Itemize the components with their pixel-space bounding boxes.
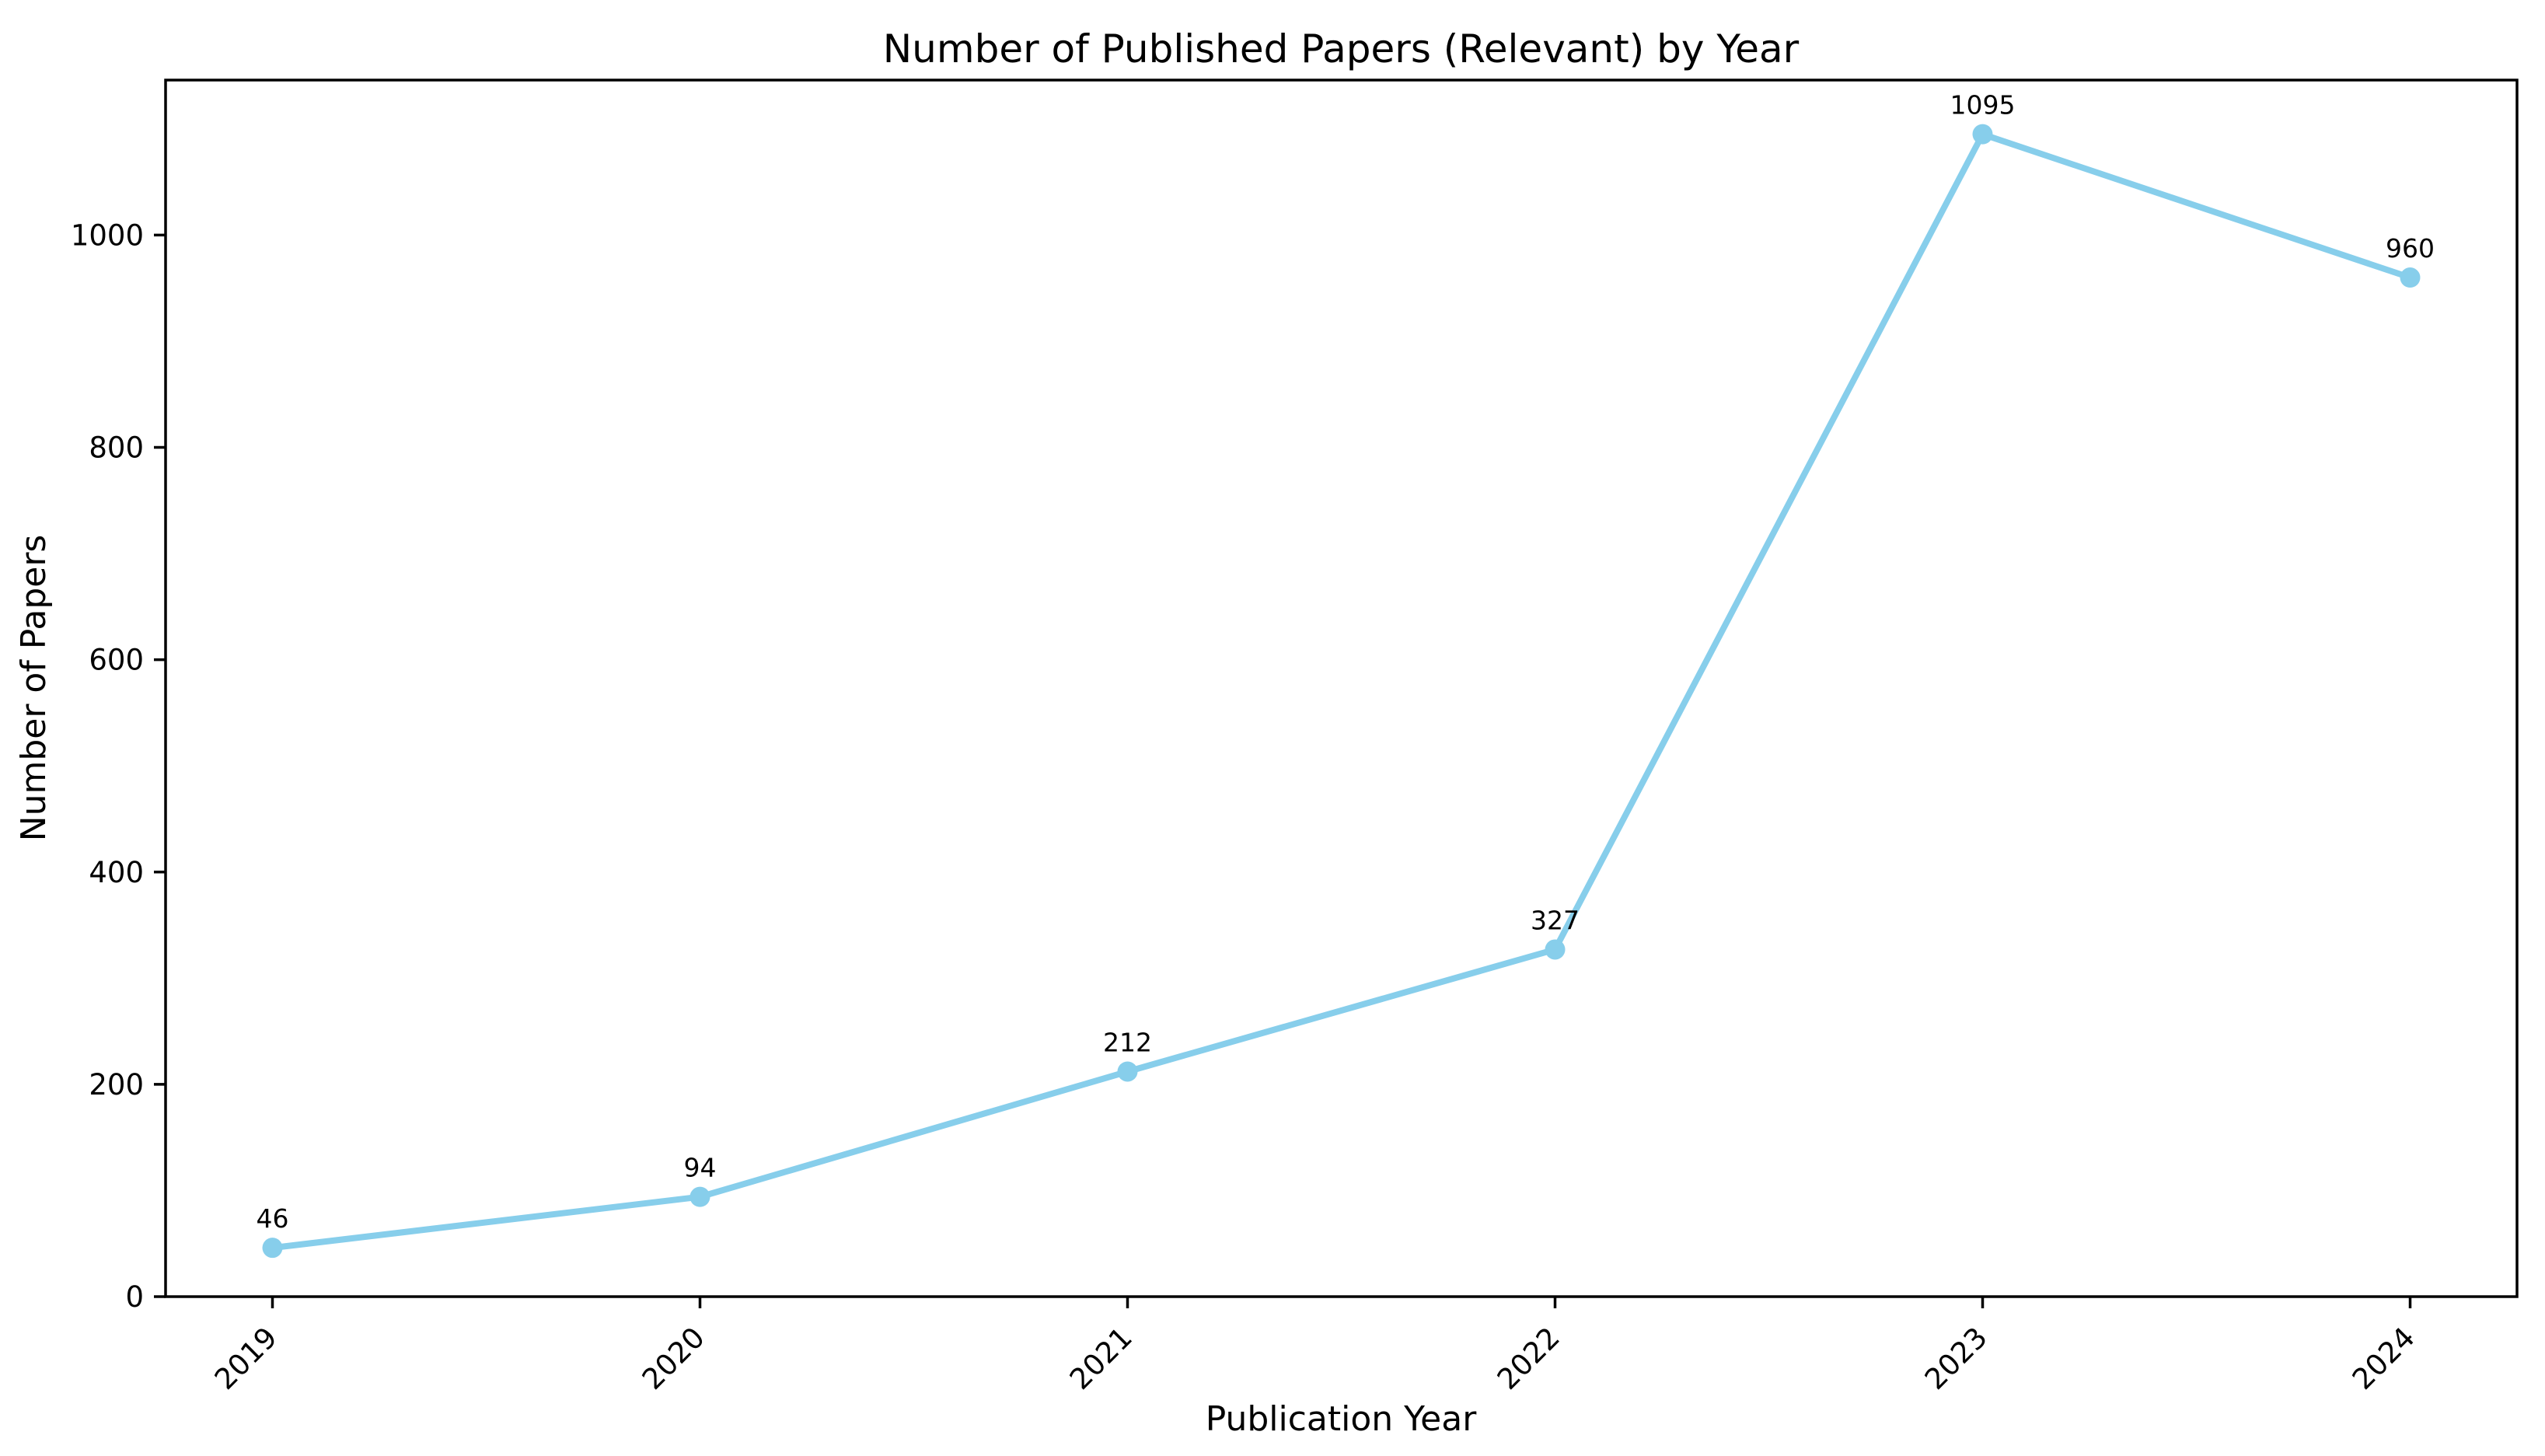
data-point-marker xyxy=(1545,939,1566,960)
x-axis-label: Publication Year xyxy=(1206,1399,1478,1439)
data-point-label: 327 xyxy=(1531,905,1580,935)
y-axis-label: Number of Papers xyxy=(14,535,54,842)
data-point-label: 46 xyxy=(257,1203,289,1234)
y-tick-label: 400 xyxy=(89,856,144,889)
data-line xyxy=(269,131,2414,1252)
y-tick-label: 600 xyxy=(89,644,144,677)
x-tick-label: 2021 xyxy=(1063,1321,1139,1396)
data-point-marker xyxy=(1972,124,1993,145)
chart-title: Number of Published Papers (Relevant) by… xyxy=(883,26,1800,72)
plot-frame xyxy=(164,79,2519,1298)
y-tick-label: 800 xyxy=(89,431,144,465)
data-point-marker xyxy=(689,1186,710,1207)
x-tick-label: 2020 xyxy=(636,1321,711,1396)
data-point-label: 960 xyxy=(2386,233,2435,264)
y-tick-label: 1000 xyxy=(71,218,144,252)
x-tick-label: 2022 xyxy=(1491,1321,1566,1396)
data-point-label: 1095 xyxy=(1950,90,2016,120)
x-tick-label: 2019 xyxy=(208,1321,284,1396)
y-tick-label: 0 xyxy=(125,1280,144,1314)
y-tick-label: 200 xyxy=(89,1068,144,1102)
data-point-marker xyxy=(2400,267,2421,288)
data-point-marker xyxy=(262,1238,283,1259)
x-tick-label: 2023 xyxy=(1918,1321,1994,1396)
data-point-label: 212 xyxy=(1103,1027,1152,1057)
x-tick-label: 2024 xyxy=(2346,1321,2421,1396)
data-point-label: 94 xyxy=(684,1153,717,1183)
plot-area: 0 200 400 600 800 1000 2019 2020 2021 2022 2023 202… xyxy=(71,79,2519,1396)
data-point-marker xyxy=(1117,1061,1138,1082)
